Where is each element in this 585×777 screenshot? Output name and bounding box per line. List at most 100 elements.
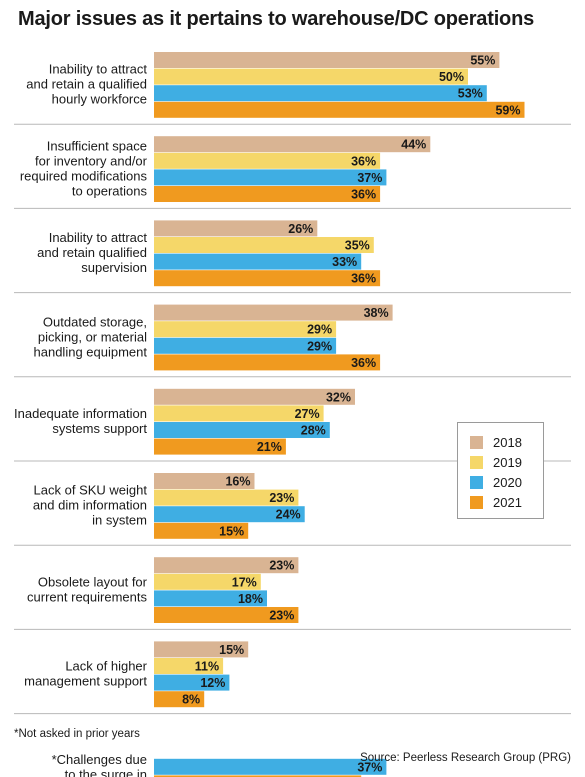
legend-label-2021: 2021: [493, 494, 522, 510]
bar-value-label: 27%: [295, 407, 320, 421]
category-label: Outdated storage,: [43, 314, 147, 329]
legend-item-2018: 2018: [470, 434, 522, 450]
category-label: Lack of SKU weight: [34, 483, 148, 498]
bar-2018: [154, 557, 299, 574]
category-label: in system: [92, 513, 147, 528]
category-label: for inventory and/or: [35, 153, 148, 168]
bar-2019: [154, 237, 374, 253]
category-label: to the surge in: [65, 767, 147, 777]
category-label: and retain a qualified: [26, 77, 147, 92]
bar-2019: [154, 152, 381, 169]
bar-value-label: 23%: [269, 491, 294, 505]
bar-value-label: 36%: [351, 272, 376, 286]
category-label: Lack of higher: [65, 659, 147, 674]
bar-value-label: 38%: [364, 306, 389, 320]
bar-value-label: 16%: [225, 475, 250, 489]
bar-2020: [154, 674, 230, 691]
category-label: picking, or material: [38, 329, 147, 344]
category-label: and dim information: [33, 498, 147, 513]
chart-legend: 2018 2019 2020 2021: [457, 422, 544, 519]
bar-value-label: 17%: [232, 575, 257, 589]
category-label: to operations: [72, 183, 148, 198]
bar-value-label: 36%: [351, 188, 376, 202]
bar-2021: [154, 101, 525, 118]
category-label: Inability to attract: [49, 62, 148, 77]
category-label: current requirements: [27, 589, 147, 604]
category-label: supervision: [81, 260, 147, 275]
bar-value-label: 50%: [439, 70, 464, 84]
bar-2021: [154, 775, 362, 777]
chart-title: Major issues as it pertains to warehouse…: [18, 8, 535, 30]
bar-2021: [154, 607, 299, 623]
category-label: systems support: [52, 421, 147, 436]
bar-2018: [154, 641, 249, 658]
bar-2018: [154, 220, 318, 237]
bar-2020: [154, 85, 487, 102]
bar-value-label: 29%: [307, 339, 332, 353]
bar-value-label: 37%: [357, 171, 382, 185]
legend-swatch-2018: [470, 435, 483, 449]
bar-2019: [154, 68, 468, 85]
bar-value-label: 35%: [345, 239, 370, 253]
bar-value-label: 33%: [332, 255, 357, 269]
bar-value-label: 18%: [238, 592, 263, 606]
legend-item-2019: 2019: [470, 454, 522, 470]
bar-value-label: 28%: [301, 424, 326, 438]
bar-2021: [154, 354, 381, 371]
bar-2018: [154, 304, 393, 321]
bar-2020: [154, 422, 330, 438]
bar-2021: [154, 186, 381, 202]
category-label: required modifications: [20, 168, 148, 183]
bar-value-label: 55%: [470, 54, 495, 68]
bar-2018: [154, 473, 255, 489]
bar-value-label: 15%: [219, 524, 244, 538]
category-label: hourly workforce: [52, 92, 147, 107]
bar-2021: [154, 691, 205, 708]
bar-2020: [154, 169, 387, 186]
bar-value-label: 59%: [495, 103, 520, 117]
bar-2019: [154, 405, 324, 422]
bar-value-label: 37%: [357, 760, 382, 774]
legend-label-2018: 2018: [493, 434, 522, 450]
category-label: and retain qualified: [37, 245, 147, 260]
bar-2021: [154, 522, 249, 539]
footnote: *Not asked in prior years: [14, 728, 140, 740]
source-note: Source: Peerless Research Group (PRG): [360, 752, 571, 764]
category-label: management support: [24, 674, 147, 689]
bar-value-label: 21%: [257, 440, 282, 454]
category-label: *Challenges due: [52, 752, 147, 767]
bar-value-label: 15%: [219, 643, 244, 657]
category-label: Inadequate information: [14, 406, 147, 421]
category-label: Obsolete layout for: [38, 574, 148, 589]
bar-2021: [154, 270, 381, 287]
legend-label-2019: 2019: [493, 454, 522, 470]
bar-value-label: 24%: [276, 508, 301, 522]
bar-value-label: 44%: [401, 138, 426, 152]
bar-2020: [154, 590, 267, 607]
bar-2020: [154, 506, 305, 523]
bar-2018: [154, 52, 500, 68]
bar-2020: [154, 253, 362, 270]
category-label: Insufficient space: [47, 138, 147, 153]
bar-value-label: 8%: [182, 693, 200, 707]
bar-value-label: 36%: [351, 356, 376, 370]
bar-2018: [154, 388, 355, 405]
legend-item-2020: 2020: [470, 474, 522, 490]
category-label: Inability to attract: [49, 230, 148, 245]
bar-2021: [154, 438, 286, 455]
legend-swatch-2021: [470, 495, 483, 509]
bar-value-label: 53%: [458, 87, 483, 101]
bar-2019: [154, 489, 299, 506]
bar-2019: [154, 573, 261, 590]
bar-2020: [154, 758, 387, 775]
legend-swatch-2019: [470, 455, 483, 469]
bar-value-label: 23%: [269, 559, 294, 573]
bar-2019: [154, 658, 224, 674]
bar-value-label: 26%: [288, 222, 313, 236]
bar-value-label: 32%: [326, 390, 351, 404]
bar-value-label: 23%: [269, 609, 294, 623]
bar-value-label: 29%: [307, 323, 332, 337]
legend-label-2020: 2020: [493, 474, 522, 490]
bar-2019: [154, 321, 337, 338]
